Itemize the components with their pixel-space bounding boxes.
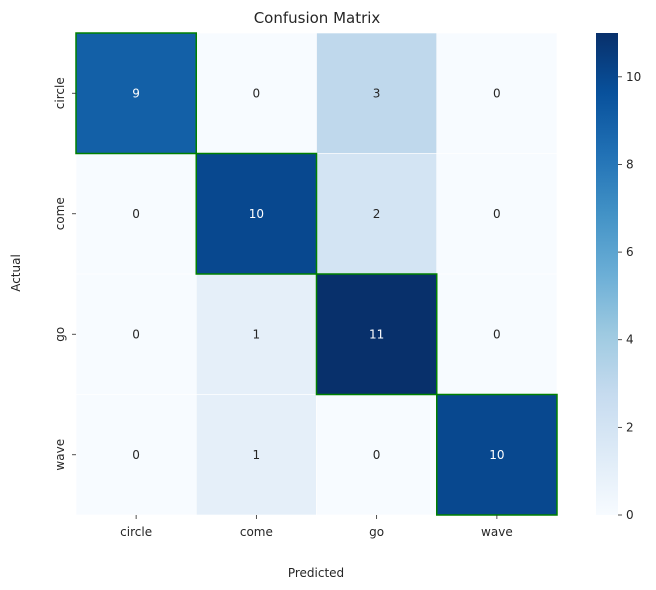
heatmap-cell	[75, 394, 197, 516]
x-tick-labels: circle come go wave	[120, 515, 513, 539]
cell-value-label: 3	[373, 86, 381, 100]
colorbar-tick-label: 4	[626, 333, 634, 347]
y-axis-label: Actual	[9, 254, 23, 292]
heatmap-cell	[316, 153, 438, 275]
colorbar-tick-label: 2	[626, 420, 634, 434]
diagonal-highlight-box	[195, 152, 318, 275]
heatmap-cell	[195, 394, 317, 516]
cell-value-label: 9	[132, 86, 140, 100]
x-tick-label: wave	[481, 525, 513, 539]
heatmap-cell	[436, 273, 558, 395]
cell-value-label: 0	[493, 327, 501, 341]
heatmap-cell	[436, 153, 558, 275]
cell-value-label: 1	[253, 448, 261, 462]
x-tick-label: go	[369, 525, 384, 539]
x-tick-label: come	[240, 525, 273, 539]
cell-value-label: 2	[373, 207, 381, 221]
cell-value-label: 0	[132, 327, 140, 341]
colorbar-tick-label: 6	[626, 245, 634, 259]
heatmap-cell	[195, 32, 317, 154]
y-tick-label: wave	[53, 439, 67, 471]
heatmap-cell	[316, 273, 438, 395]
chart-title: Confusion Matrix	[254, 9, 381, 27]
heatmap-cell	[316, 32, 438, 154]
cell-value-label: 0	[493, 86, 501, 100]
heatmap-cells: 9 0 3 00 10 2 00 1 11 00 1 0 10	[75, 32, 558, 516]
y-tick-labels: circle come go wave	[53, 77, 76, 471]
heatmap-cell	[195, 153, 317, 275]
colorbar-ticks: 0 2 4 6 8 10	[618, 70, 641, 522]
y-tick-label: go	[53, 327, 67, 342]
heatmap-cell	[75, 273, 197, 395]
cell-value-label: 0	[132, 207, 140, 221]
diagonal-highlight-box	[315, 273, 438, 396]
colorbar-tick-label: 0	[626, 508, 634, 522]
cell-value-label: 11	[369, 327, 384, 341]
cell-value-label: 0	[373, 448, 381, 462]
cell-value-label: 0	[132, 448, 140, 462]
heatmap-cell	[316, 394, 438, 516]
colorbar-tick-label: 10	[626, 70, 641, 84]
cell-value-label: 1	[253, 327, 261, 341]
cell-value-label: 0	[253, 86, 261, 100]
cell-value-label: 10	[489, 448, 504, 462]
y-tick-label: come	[53, 197, 67, 230]
cell-value-label: 10	[249, 207, 264, 221]
x-tick-label: circle	[120, 525, 152, 539]
cell-value-label: 0	[493, 207, 501, 221]
y-tick-label: circle	[53, 77, 67, 109]
x-axis-label: Predicted	[288, 566, 344, 580]
heatmap-cell	[436, 394, 558, 516]
colorbar-tick-label: 8	[626, 157, 634, 171]
colorbar	[596, 33, 618, 515]
heatmap-cell	[75, 32, 197, 154]
heatmap-cell	[436, 32, 558, 154]
